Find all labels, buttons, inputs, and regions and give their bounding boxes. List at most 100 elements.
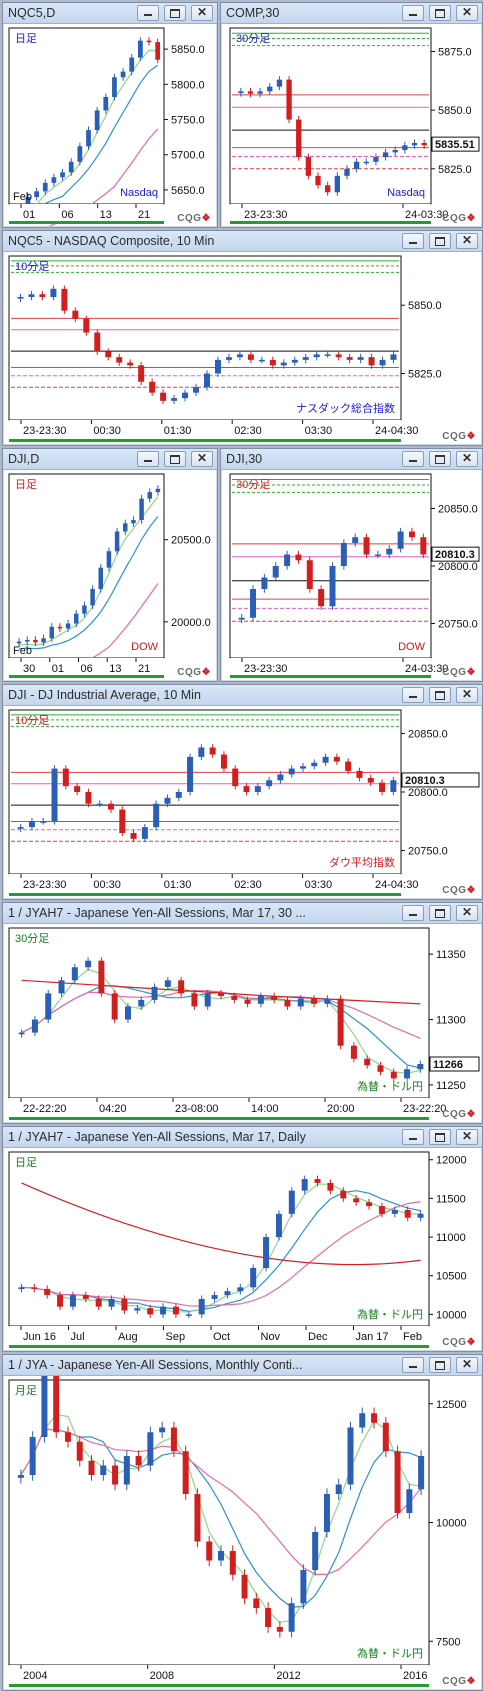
- candle: [95, 1295, 102, 1311]
- maximize-button[interactable]: [429, 451, 451, 467]
- candle: [353, 158, 360, 173]
- maximize-button[interactable]: [429, 1129, 451, 1145]
- x-tick-label: 06: [61, 209, 73, 221]
- candle: [229, 1545, 236, 1581]
- close-icon: ✕: [461, 233, 473, 247]
- x-tick-label: 03:30: [305, 879, 333, 891]
- maximize-button[interactable]: [429, 5, 451, 21]
- symbol-label: DOW: [131, 641, 159, 653]
- chart-svg: 5850.0 5800.0 5750.0 5700.0 5650.0 01 06 13 21 Fe…: [8, 27, 205, 226]
- maximize-button[interactable]: [429, 687, 451, 703]
- candle: [124, 1003, 131, 1023]
- candle: [62, 765, 69, 790]
- chart-window-dji10[interactable]: DJI - DJ Industrial Average, 10 Min ✕ 2085…: [2, 684, 483, 900]
- candle: [204, 370, 210, 391]
- close-button[interactable]: ✕: [456, 1357, 478, 1373]
- candle: [214, 356, 221, 377]
- window-controls: ✕: [397, 905, 478, 921]
- candle: [288, 1597, 295, 1638]
- plot-area: [8, 709, 402, 875]
- candle: [363, 158, 369, 166]
- candle: [254, 782, 261, 796]
- close-button[interactable]: ✕: [191, 5, 213, 21]
- chart-window-jyah7-30[interactable]: 1 / JYAH7 - Japanese Yen-All Sessions, M…: [2, 902, 483, 1124]
- y-tick-label: 5825.0: [408, 369, 442, 381]
- title-bar[interactable]: 1 / JYA - Japanese Yen-All Sessions, Mon…: [3, 1355, 482, 1376]
- chart-window-nqc5d[interactable]: NQC5,D ✕ 5850.0 5800.0 5750.0 5700.0 5650.0 01 0…: [2, 2, 218, 228]
- y-tick-label: 20750.0: [438, 619, 478, 631]
- title-bar[interactable]: 1 / JYAH7 - Japanese Yen-All Sessions, M…: [3, 903, 482, 924]
- period-label: 10分足: [15, 714, 49, 727]
- candle: [313, 351, 320, 361]
- close-button[interactable]: ✕: [456, 5, 478, 21]
- candle: [18, 1029, 25, 1038]
- cqg-logo: CQG❖: [442, 1676, 476, 1687]
- minimize-button[interactable]: [137, 451, 159, 467]
- candle: [404, 1065, 411, 1082]
- chart-window-jya-m[interactable]: 1 / JYA - Japanese Yen-All Sessions, Mon…: [2, 1354, 483, 1691]
- x-axis: [9, 1665, 429, 1685]
- minimize-button[interactable]: [402, 1357, 424, 1373]
- title-bar[interactable]: DJI,D ✕: [3, 449, 217, 470]
- candle: [34, 187, 39, 201]
- maximize-button[interactable]: [164, 5, 186, 21]
- candle: [120, 68, 126, 81]
- candle: [135, 1450, 142, 1472]
- minimize-button[interactable]: [402, 1129, 424, 1145]
- candle: [306, 556, 313, 593]
- candle: [170, 1421, 177, 1457]
- close-button[interactable]: ✕: [456, 687, 478, 703]
- chart-window-djid[interactable]: DJI,D ✕ 20500.0 20000.0 30 01 06 13 21 Feb 日足 DOW CQ…: [2, 448, 218, 682]
- minimize-button[interactable]: [402, 687, 424, 703]
- chart-window-comp30[interactable]: COMP,30 ✕ 5875.0 5850.0 5825.0 5835.51 23-23:3…: [220, 2, 483, 228]
- title-bar[interactable]: DJI,30 ✕: [221, 449, 482, 470]
- cqg-mark-icon: ❖: [466, 667, 476, 678]
- maximize-button[interactable]: [429, 233, 451, 249]
- title-bar[interactable]: COMP,30 ✕: [221, 3, 482, 24]
- title-bar[interactable]: DJI - DJ Industrial Average, 10 Min ✕: [3, 685, 482, 706]
- minimize-button[interactable]: [137, 5, 159, 21]
- y-tick-label: 5850.0: [171, 44, 205, 56]
- last-price: 20810.3: [435, 549, 475, 561]
- close-button[interactable]: ✕: [456, 1129, 478, 1145]
- candle: [379, 356, 386, 369]
- chart-window-dji30[interactable]: DJI,30 ✕ 20850.0 20800.0 20750.0 20810.3 23-23…: [220, 448, 483, 682]
- minimize-button[interactable]: [402, 5, 424, 21]
- maximize-icon: [435, 909, 445, 918]
- title-bar[interactable]: NQC5 - NASDAQ Composite, 10 Min ✕: [3, 231, 482, 252]
- candle: [85, 788, 92, 807]
- minimize-button[interactable]: [402, 905, 424, 921]
- candle: [198, 1295, 205, 1318]
- candle: [421, 139, 427, 149]
- window-controls: ✕: [397, 451, 478, 467]
- candle: [82, 1291, 89, 1303]
- close-button[interactable]: ✕: [456, 905, 478, 921]
- candle: [258, 356, 265, 364]
- chart-window-nqc5-10[interactable]: NQC5 - NASDAQ Composite, 10 Min ✕ 5850.0 58…: [2, 230, 483, 446]
- close-button[interactable]: ✕: [456, 233, 478, 249]
- x-axis: [9, 204, 164, 222]
- maximize-button[interactable]: [429, 905, 451, 921]
- candle: [206, 1535, 213, 1567]
- maximize-icon: [435, 237, 445, 246]
- close-button[interactable]: ✕: [456, 451, 478, 467]
- x-tick-label: 04:20: [99, 1103, 127, 1115]
- plot-area: [8, 473, 165, 659]
- window-controls: ✕: [397, 233, 478, 249]
- candle: [224, 1287, 231, 1299]
- title-bar[interactable]: NQC5,D ✕: [3, 3, 217, 24]
- minimize-button[interactable]: [402, 233, 424, 249]
- maximize-button[interactable]: [429, 1357, 451, 1373]
- minimize-button[interactable]: [402, 451, 424, 467]
- y-tick-label: 20000.0: [171, 617, 211, 629]
- close-icon: ✕: [196, 5, 208, 19]
- candle: [106, 547, 112, 572]
- chart-window-jyah7-d[interactable]: 1 / JYAH7 - Japanese Yen-All Sessions, M…: [2, 1126, 483, 1352]
- candle: [193, 383, 200, 396]
- x-tick-label: Aug: [118, 1331, 138, 1343]
- maximize-button[interactable]: [164, 451, 186, 467]
- title-bar[interactable]: 1 / JYAH7 - Japanese Yen-All Sessions, M…: [3, 1127, 482, 1148]
- maximize-icon: [435, 455, 445, 464]
- close-button[interactable]: ✕: [191, 451, 213, 467]
- candle: [204, 989, 211, 1010]
